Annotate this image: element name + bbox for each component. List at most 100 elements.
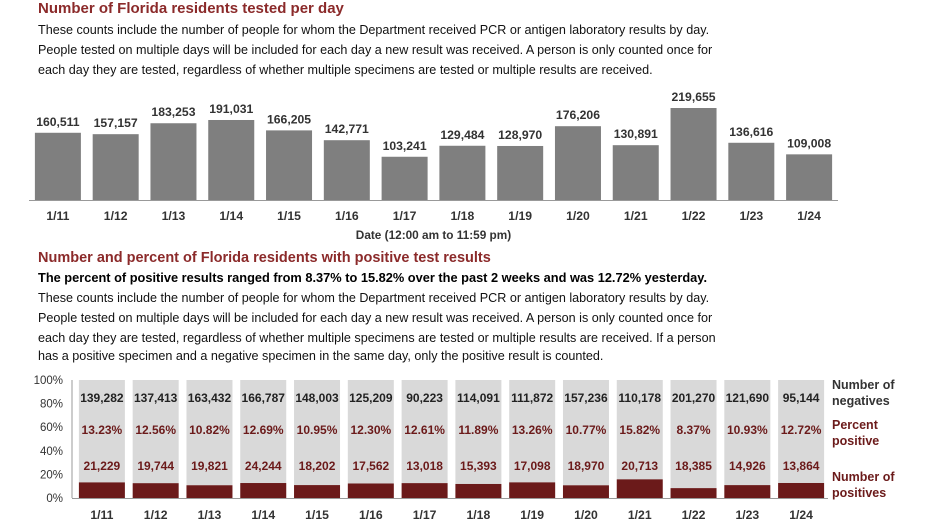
percent-positive-label: 10.82% [189,423,230,437]
negatives-bar [240,380,287,484]
positives-value-label: 13,864 [783,459,820,473]
positives-value-label: 14,926 [729,459,766,473]
x-tick-label: 1/21 [628,508,652,522]
negatives-bar [78,380,125,483]
negatives-value-label: 148,003 [295,391,339,405]
x-tick-label: 1/12 [144,508,168,522]
y-tick-label: 60% [40,422,63,434]
percent-positive-label: 13.26% [512,423,553,437]
negatives-value-label: 95,144 [783,391,820,405]
positives-bar [455,483,502,498]
x-tick-label: 1/12 [104,209,128,223]
tests-value-label: 129,484 [440,128,484,142]
positives-value-label: 19,744 [137,459,174,473]
tests-value-label: 142,771 [325,122,369,136]
tests-value-label: 109,008 [787,136,831,150]
negatives-value-label: 157,236 [564,391,608,405]
tests-value-label: 176,206 [556,108,600,122]
x-tick-label: 1/21 [624,209,648,223]
negatives-value-label: 137,413 [134,391,178,405]
positives-bar [240,483,287,498]
positives-value-label: 17,098 [514,459,551,473]
negatives-bar [186,380,233,486]
negatives-bar [347,380,394,484]
positives-bar [401,483,448,498]
tests-bar [497,145,544,200]
positives-value-label: 21,229 [84,459,121,473]
x-tick-label: 1/20 [566,209,590,223]
tests-bar [554,126,601,200]
percent-positive-label: 12.56% [135,423,176,437]
negatives-bar [294,380,341,486]
negatives-value-label: 201,270 [672,391,716,405]
tests-bar [728,142,775,200]
x-tick-label: 1/23 [739,209,763,223]
negatives-bar [724,380,771,486]
positives-value-label: 17,562 [352,459,389,473]
tests-value-label: 166,205 [267,112,311,126]
positives-bar [294,485,341,498]
y-tick-label: 20% [40,469,63,481]
negatives-value-label: 114,091 [457,391,500,405]
percent-positive-label: 10.77% [566,423,607,437]
x-tick-label: 1/14 [251,508,275,522]
tests-value-label: 219,655 [672,90,716,104]
negatives-value-label: 125,209 [349,391,393,405]
negatives-bar [778,380,825,483]
chart1-description-line3: each day they are tested, regardless of … [38,63,653,77]
positives-bar [616,479,663,498]
legend-percent-line2: positive [832,434,879,448]
tests-bar [150,123,197,200]
tests-value-label: 191,031 [209,102,253,116]
negatives-value-label: 111,872 [511,391,553,405]
x-tick-label: 1/16 [359,508,383,522]
x-tick-label: 1/22 [682,209,706,223]
positives-bar [132,483,179,498]
chart1-description-line2: People tested on multiple days will be i… [38,43,713,57]
percent-positive-label: 10.95% [297,423,338,437]
positives-bar [670,488,717,498]
positives-value-label: 18,385 [675,459,712,473]
tests-value-label: 183,253 [151,105,195,119]
chart2-description-line1: These counts include the number of peopl… [38,291,710,305]
percent-positive-label: 13.23% [82,423,123,437]
x-tick-label: 1/18 [467,508,491,522]
x-tick-label: 1/18 [451,209,475,223]
x-tick-label: 1/13 [198,508,222,522]
tests-bar [439,145,486,200]
x-tick-label: 1/15 [277,209,301,223]
positives-bar [186,485,233,498]
chart1-description-line1: These counts include the number of peopl… [38,23,710,37]
percent-positive-label: 12.61% [404,423,445,437]
tests-value-label: 128,970 [498,128,542,142]
legend-percent-line1: Percent [832,418,879,432]
chart2-description-line2: People tested on multiple days will be i… [38,311,713,325]
tests-bar [612,145,659,200]
negatives-bar [455,380,502,484]
negatives-value-label: 166,787 [242,391,286,405]
x-tick-label: 1/19 [520,508,544,522]
x-tick-label: 1/24 [797,209,821,223]
x-tick-label: 1/11 [90,508,113,522]
tests-value-label: 136,616 [729,125,773,139]
positives-bar [509,482,556,498]
negatives-bar [401,380,448,484]
percent-positive-label: 11.89% [458,423,498,437]
tests-value-label: 130,891 [614,127,658,141]
y-tick-label: 40% [40,446,63,458]
positives-bar [562,485,609,498]
positives-value-label: 13,018 [406,459,443,473]
x-tick-label: 1/24 [789,508,813,522]
legend-positives-line1: Number of [832,470,895,484]
positives-value-label: 18,202 [299,459,336,473]
tests-bar [381,156,428,200]
y-tick-label: 100% [34,375,63,387]
tests-value-label: 160,511 [36,115,80,129]
percent-positive-label: 12.72% [781,423,822,437]
negatives-value-label: 121,690 [726,391,770,405]
y-tick-label: 0% [46,493,63,505]
chart1-title: Number of Florida residents tested per d… [38,0,344,17]
x-tick-label: 1/13 [162,209,186,223]
positives-bar [778,482,825,498]
chart2-summary: The percent of positive results ranged f… [38,270,708,285]
